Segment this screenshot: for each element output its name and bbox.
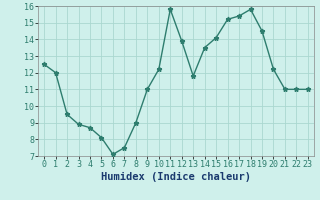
X-axis label: Humidex (Indice chaleur): Humidex (Indice chaleur) xyxy=(101,172,251,182)
